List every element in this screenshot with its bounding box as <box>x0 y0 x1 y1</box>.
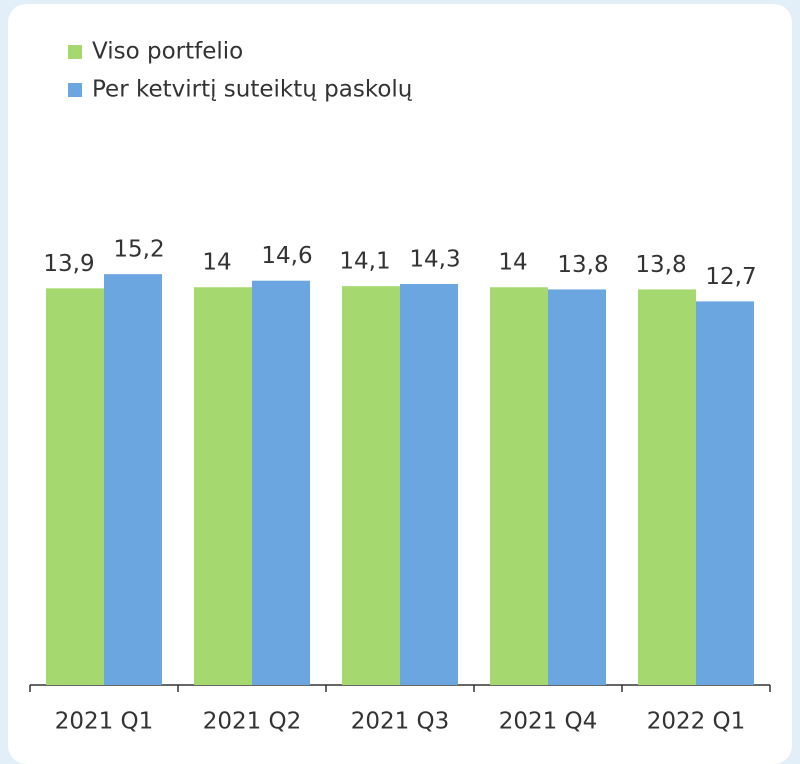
value-label: 13,9 <box>43 251 94 277</box>
legend-label: Per ketvirtį suteiktų paskolų <box>92 77 413 103</box>
bar <box>46 288 104 685</box>
value-label: 13,8 <box>635 252 686 278</box>
bar <box>194 287 252 685</box>
value-label: 14,6 <box>261 243 312 269</box>
value-label: 12,7 <box>705 264 756 290</box>
x-tick-label: 2021 Q4 <box>499 709 598 735</box>
legend-swatch <box>68 45 82 59</box>
bar <box>548 289 606 685</box>
value-label: 14,1 <box>339 249 390 275</box>
value-label: 14 <box>498 250 527 276</box>
value-label: 13,8 <box>557 252 608 278</box>
bar <box>490 287 548 685</box>
bar <box>400 283 458 685</box>
x-tick-label: 2021 Q1 <box>55 709 154 735</box>
x-tick-label: 2021 Q2 <box>203 709 302 735</box>
legend-label: Viso portfelio <box>92 39 243 65</box>
legend-swatch <box>68 83 82 97</box>
value-label: 14,3 <box>409 246 460 272</box>
bar <box>638 289 696 685</box>
x-tick-label: 2021 Q3 <box>351 709 450 735</box>
x-tick-label: 2022 Q1 <box>647 709 746 735</box>
chart: Viso portfelio Per ketvirtį suteiktų pask… <box>29 39 771 735</box>
bar <box>104 274 162 685</box>
bar <box>342 286 400 685</box>
bar <box>252 280 310 685</box>
bar <box>696 301 754 685</box>
value-label: 15,2 <box>113 237 164 263</box>
value-label: 14 <box>202 250 231 276</box>
